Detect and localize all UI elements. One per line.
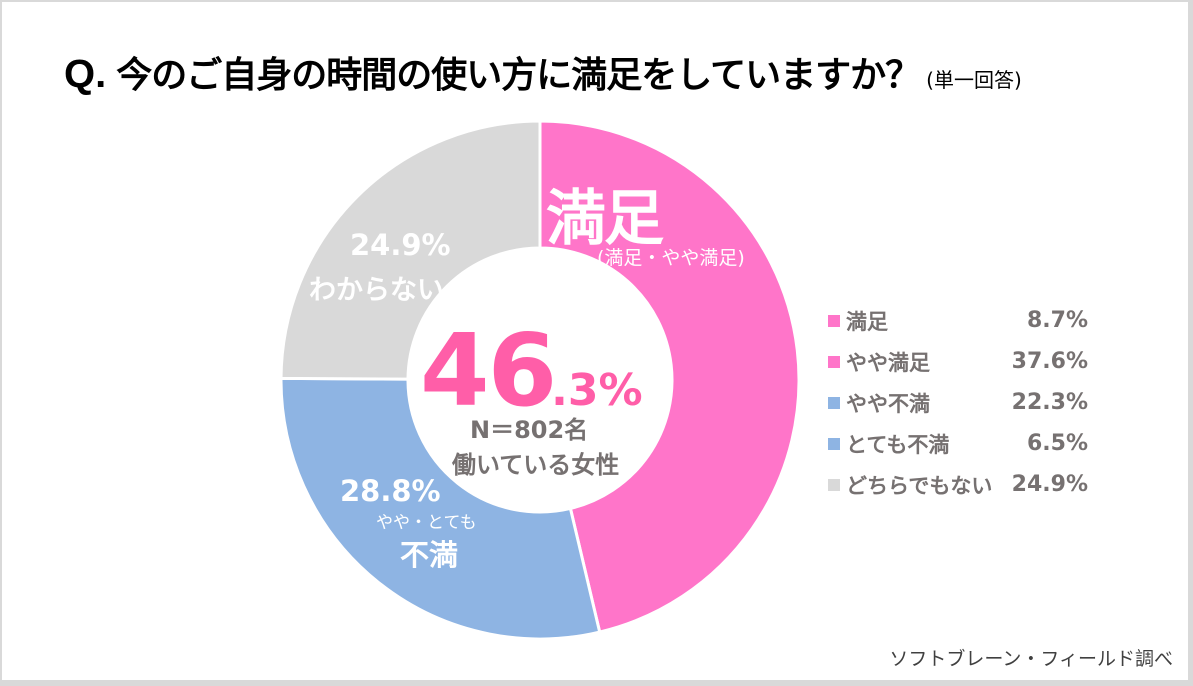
legend-item: どちらでもない 24.9% bbox=[828, 464, 1088, 505]
legend-item: 満足 8.7% bbox=[828, 300, 1088, 341]
legend-value: 22.3% bbox=[1011, 390, 1088, 415]
legend-label: やや満足 bbox=[846, 350, 930, 375]
legend-value: 24.9% bbox=[1011, 472, 1088, 497]
legend-label: やや不満 bbox=[846, 391, 930, 416]
legend-label: とても不満 bbox=[846, 432, 950, 457]
legend-label: どちらでもない bbox=[846, 473, 993, 498]
legend-item: やや不満 22.3% bbox=[828, 382, 1088, 423]
legend-swatch bbox=[828, 314, 840, 327]
slice-label-satisfied: 満足 bbox=[546, 184, 664, 254]
slice-value-dissatisfied: 28.8% bbox=[340, 474, 441, 508]
question-text: 今のご自身の時間の使い方に満足をしていますか？ bbox=[116, 55, 921, 96]
legend-label: 満足 bbox=[846, 309, 888, 334]
slice-sublabel-satisfied: (満足・やや満足) bbox=[597, 247, 745, 269]
question-marker: Q. bbox=[64, 52, 107, 96]
donut-slice-dissatisfied bbox=[279, 376, 602, 641]
legend-value: 37.6% bbox=[1011, 349, 1088, 374]
sample-size: N＝802名 bbox=[470, 416, 589, 444]
slice-label-dissatisfied: 不満 bbox=[400, 538, 459, 572]
legend-swatch bbox=[828, 478, 840, 491]
slice-label-dont-know: わからない bbox=[309, 275, 444, 306]
legend-value: 6.5% bbox=[1026, 431, 1088, 456]
chart-title: Q. 今のご自身の時間の使い方に満足をしていますか？ (単一回答) bbox=[64, 46, 1022, 98]
legend-swatch bbox=[828, 355, 840, 368]
center-value-decimal: .3% bbox=[551, 365, 643, 416]
slice-sublabel-dissatisfied: やや・とても bbox=[376, 513, 477, 533]
legend: 満足 8.7% やや満足 37.6% やや不満 22.3% とても不満 6.5% どちら… bbox=[828, 300, 1088, 505]
center-value-integer: 46 bbox=[420, 312, 557, 429]
legend-swatch bbox=[828, 396, 840, 409]
legend-swatch bbox=[828, 437, 840, 450]
donut-slice-dont-know bbox=[279, 119, 542, 381]
center-total-satisfied: 46.3% bbox=[420, 312, 643, 429]
slice-value-dont-know: 24.9% bbox=[350, 228, 451, 262]
legend-item: やや満足 37.6% bbox=[828, 341, 1088, 382]
sample-population: 働いている女性 bbox=[452, 451, 620, 479]
donut-slice-satisfied bbox=[538, 119, 801, 634]
source-credit: ソフトブレーン・フィールド調べ bbox=[889, 648, 1173, 670]
legend-item: とても不満 6.5% bbox=[828, 423, 1088, 464]
answer-type-note: (単一回答) bbox=[926, 68, 1022, 92]
legend-value: 8.7% bbox=[1026, 308, 1088, 333]
